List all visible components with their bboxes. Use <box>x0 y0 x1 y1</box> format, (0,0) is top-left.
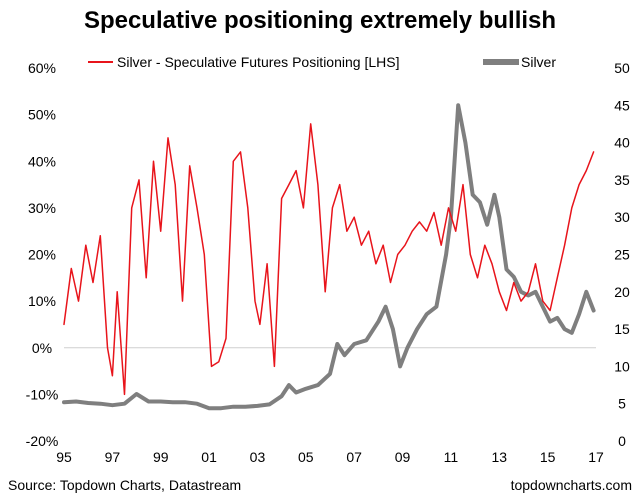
x-tick-label: 01 <box>201 449 217 465</box>
y-left-tick-label: 0% <box>32 340 52 356</box>
y-left-tick-label: 10% <box>28 293 56 309</box>
y-right-tick-label: 35 <box>614 172 630 188</box>
series-line-silver <box>62 103 596 411</box>
y-axis-left: -20% -10% 0% 10% 20% 30% 40% 50% 60% <box>26 60 59 449</box>
series-line-positioning <box>63 123 595 396</box>
y-left-tick-label: 20% <box>28 247 56 263</box>
y-right-tick-label: 30 <box>614 209 630 225</box>
x-tick-label: 11 <box>444 449 459 465</box>
y-right-tick-label: 25 <box>614 247 630 263</box>
x-tick-label: 17 <box>588 449 604 465</box>
x-tick-label: 97 <box>105 449 121 465</box>
y-right-tick-label: 40 <box>614 135 630 151</box>
y-left-tick-label: 50% <box>28 107 56 123</box>
y-axis-right: 0 5 10 15 20 25 30 35 40 45 50 <box>614 60 630 449</box>
y-right-tick-label: 50 <box>614 60 630 76</box>
y-right-tick-label: 15 <box>614 321 630 337</box>
plot-area <box>62 103 596 411</box>
x-tick-label: 03 <box>250 449 266 465</box>
y-right-tick-label: 10 <box>614 358 630 374</box>
x-tick-label: 95 <box>56 449 72 465</box>
watermark: topdowncharts.com <box>511 477 632 493</box>
y-left-tick-label: -20% <box>26 433 59 449</box>
x-tick-label: 09 <box>395 449 411 465</box>
legend: Silver - Speculative Futures Positioning… <box>88 54 556 70</box>
chart-title: Speculative positioning extremely bullis… <box>84 7 556 34</box>
y-left-tick-label: 30% <box>28 200 56 216</box>
legend-label-silver: Silver <box>521 54 556 70</box>
y-right-tick-label: 5 <box>618 396 626 412</box>
y-left-tick-label: -10% <box>26 386 59 402</box>
y-right-tick-label: 0 <box>618 433 626 449</box>
x-tick-label: 99 <box>153 449 169 465</box>
source-note: Source: Topdown Charts, Datastream <box>8 477 241 493</box>
x-tick-label: 13 <box>491 449 507 465</box>
x-tick-label: 15 <box>540 449 556 465</box>
x-axis: 95 97 99 01 03 05 07 09 11 13 15 17 <box>56 449 604 465</box>
y-left-tick-label: 40% <box>28 153 56 169</box>
x-tick-label: 05 <box>298 449 314 465</box>
y-right-tick-label: 45 <box>614 97 630 113</box>
y-right-tick-label: 20 <box>614 284 630 300</box>
legend-label-positioning: Silver - Speculative Futures Positioning… <box>117 54 399 70</box>
x-tick-label: 07 <box>346 449 362 465</box>
y-left-tick-label: 60% <box>28 60 56 76</box>
